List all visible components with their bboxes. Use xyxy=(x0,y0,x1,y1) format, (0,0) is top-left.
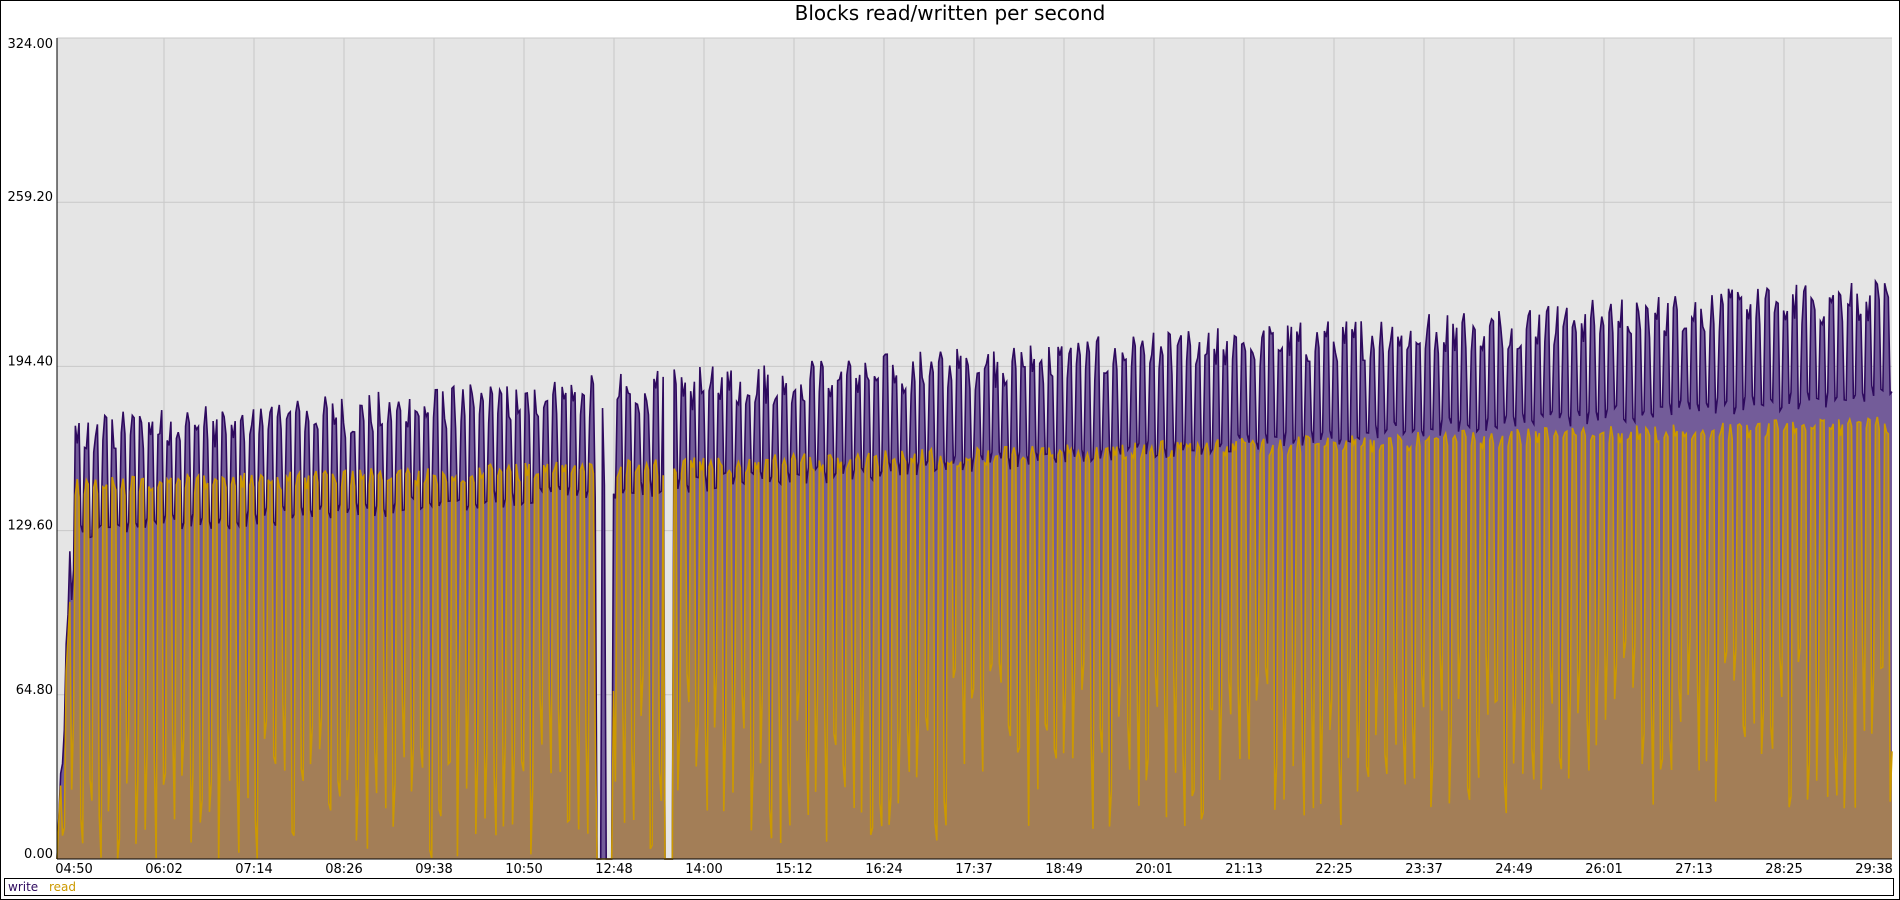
x-tick-label: 26:01 xyxy=(1585,862,1622,877)
x-tick-label: 21:13 xyxy=(1225,862,1262,877)
x-tick-label: 20:01 xyxy=(1135,862,1172,877)
x-tick-label: 04:50 xyxy=(55,862,92,877)
x-tick-label: 10:50 xyxy=(505,862,542,877)
y-tick-label: 129.60 xyxy=(8,519,54,534)
y-tick-label: 0.00 xyxy=(24,847,53,862)
x-tick-label: 22:25 xyxy=(1315,862,1352,877)
x-tick-label: 24:49 xyxy=(1495,862,1532,877)
x-tick-label: 08:26 xyxy=(325,862,362,877)
axis-layer xyxy=(56,38,1892,860)
x-tick-label: 14:00 xyxy=(685,862,722,877)
series-line-read xyxy=(56,416,1893,860)
x-tick-label: 18:49 xyxy=(1045,862,1082,877)
x-tick-label: 09:38 xyxy=(415,862,452,877)
legend-item-read: read xyxy=(49,880,77,894)
x-tick-label: 23:37 xyxy=(1405,862,1442,877)
x-tick-label: 17:37 xyxy=(955,862,992,877)
y-tick-label: 194.40 xyxy=(8,354,54,369)
x-tick-label: 29:38 xyxy=(1855,862,1892,877)
x-tick-label: 12:48 xyxy=(595,862,632,877)
x-tick-label: 07:14 xyxy=(235,862,272,877)
y-tick-label: 64.80 xyxy=(16,683,53,698)
legend-item-write: write xyxy=(8,880,39,894)
series-layer xyxy=(56,278,1893,860)
x-tick-label: 15:12 xyxy=(775,862,812,877)
chart-title: Blocks read/written per second xyxy=(794,1,1106,25)
x-tick-label: 06:02 xyxy=(145,862,182,877)
series-line-write xyxy=(56,278,1893,860)
x-tick-label: 16:24 xyxy=(865,862,902,877)
y-tick-label: 324.00 xyxy=(8,37,54,52)
y-tick-label: 259.20 xyxy=(8,190,54,205)
x-tick-label: 27:13 xyxy=(1675,862,1712,877)
x-tick-label: 28:25 xyxy=(1765,862,1802,877)
legend: write read xyxy=(4,878,1894,896)
tick-label-layer: 0.00 64.80 129.60 194.40 259.20 324.00 04:50 06… xyxy=(8,37,1893,877)
